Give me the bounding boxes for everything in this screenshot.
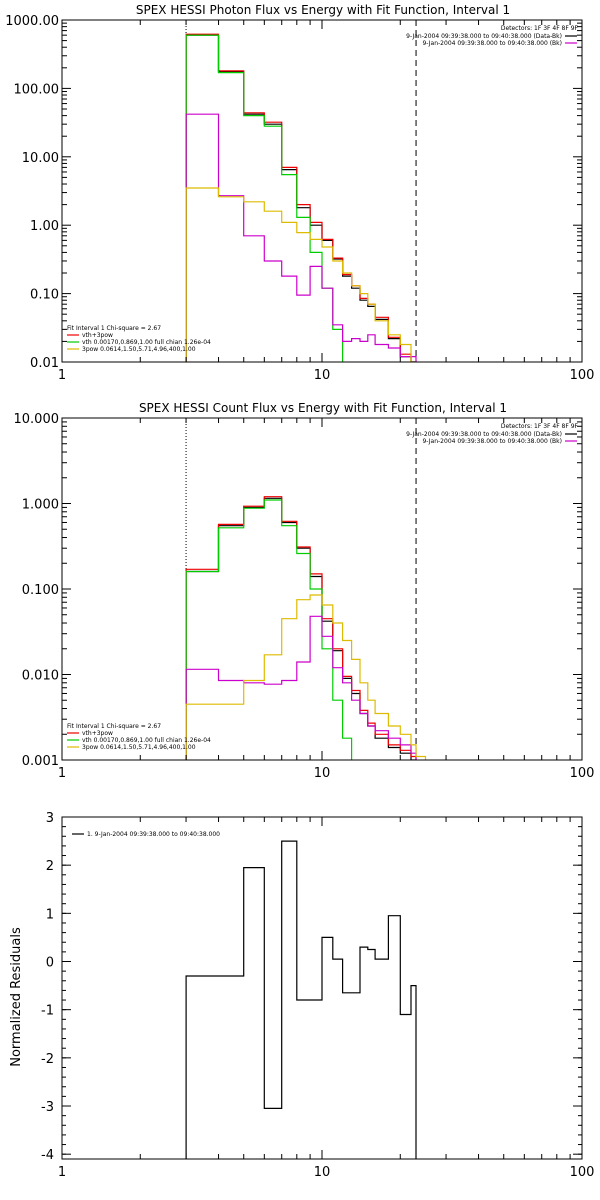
panel-title: SPEX HESSI Count Flux vs Energy with Fit… <box>139 401 507 415</box>
y-tick-label: 0 <box>46 956 54 971</box>
y-tick-label: 1000.00 <box>5 14 59 29</box>
plot-frame <box>61 19 583 363</box>
y-tick-label: 0.010 <box>22 669 59 684</box>
legend-entry-label: 9-Jan-2004 09:39:38.000 to 09:40:38.000 … <box>406 431 562 438</box>
series-line-vth-3pow <box>185 33 416 362</box>
fit-legend-header: Fit Interval 1 Chi-square = 2.67 <box>67 723 161 730</box>
y-axis-label: Normalized Residuals <box>9 927 24 1067</box>
y-tick-label: 2 <box>46 859 54 874</box>
series-line-3pow <box>185 187 416 362</box>
fit-legend-label: 3pow 0.0614,1.50,5.71,4.96,400,1.00 <box>82 346 196 353</box>
legend-entry-label: 9-Jan-2004 09:39:38.000 to 09:40:38.000 … <box>406 33 562 40</box>
y-tick-label: -4 <box>41 1148 54 1163</box>
photon-flux-panel: SPEX HESSI Photon Flux vs Energy with Fi… <box>5 3 594 383</box>
x-tick-label: 100 <box>570 368 595 383</box>
y-tick-label: 0.001 <box>22 754 59 769</box>
series-line-vth <box>185 34 344 362</box>
fit-legend-label: vth+3pow <box>82 730 113 737</box>
fit-legend-label: vth 0.00170,0.869,1.00 full chian 1.26e-… <box>82 737 211 744</box>
photon-flux-plot: 1 10 100 1000.00 100.00 10.00 1.00 0.10 0.01 Dete… <box>5 14 594 383</box>
x-tick-label: 1 <box>58 766 66 781</box>
series-line-vth <box>185 499 353 760</box>
x-tick-label: 10 <box>314 1165 331 1180</box>
y-tick-label: 0.10 <box>30 288 59 303</box>
fit-legend-label: vth+3pow <box>82 332 113 339</box>
count-flux-plot: 1 10 100 10.000 1.000 0.100 0.010 0.001 Detector… <box>14 412 595 781</box>
legend-entry-label: 9-Jan-2004 09:39:38.000 to 09:40:38.000 … <box>422 438 562 445</box>
series-line-bk <box>185 113 417 362</box>
series-line-bk <box>185 615 417 760</box>
fit-legend-label: vth 0.00170,0.869,1.00 full chian 1.26e-… <box>82 339 211 346</box>
y-tick-label: -1 <box>41 1004 54 1019</box>
series-line-vth-3pow <box>185 496 417 760</box>
y-tick-label: 0.01 <box>30 356 59 371</box>
y-tick-label: 10.00 <box>22 151 59 166</box>
x-tick-label: 100 <box>570 766 595 781</box>
y-tick-label: 100.00 <box>14 82 60 97</box>
legend-detectors: Detectors: 1F 3F 4F 8F 9F <box>501 25 579 32</box>
legend-entry-label: 9-Jan-2004 09:39:38.000 to 09:40:38.000 … <box>422 40 562 47</box>
y-tick-label: -2 <box>41 1052 54 1067</box>
x-tick-label: 100 <box>570 1165 595 1180</box>
y-tick-label: 1.000 <box>22 498 59 513</box>
y-tick-label: 0.100 <box>22 583 59 598</box>
y-tick-label: 1 <box>46 907 54 922</box>
count-flux-panel: SPEX HESSI Count Flux vs Energy with Fit… <box>14 401 595 781</box>
x-tick-label: 1 <box>58 368 66 383</box>
legend-entry-label: 1. 9-Jan-2004 09:39:38.000 to 09:40:38.0… <box>87 831 220 838</box>
y-tick-label: 1.00 <box>30 219 59 234</box>
fit-legend-label: 3pow 0.0614,1.50,5.71,4.96,400,1.00 <box>82 744 196 751</box>
series-line-3pow <box>185 594 427 760</box>
x-tick-label: 1 <box>58 1165 66 1180</box>
series-line-data-bk <box>185 497 416 760</box>
x-tick-label: 10 <box>314 766 331 781</box>
series-line-1-9-jan-2004-09-39-38-000-to-09-40-38-000 <box>185 840 417 1159</box>
x-tick-label: 10 <box>314 368 331 383</box>
panel-title: SPEX HESSI Photon Flux vs Energy with Fi… <box>136 3 510 17</box>
y-tick-label: 3 <box>46 811 54 826</box>
y-tick-label: -3 <box>41 1100 54 1115</box>
series-line-data-bk <box>185 34 416 362</box>
y-tick-label: 10.000 <box>14 412 60 427</box>
residuals-panel: Normalized Residuals 1 10 1003210-1-2-3-41… <box>9 811 594 1180</box>
fit-legend-header: Fit Interval 1 Chi-square = 2.67 <box>67 325 161 332</box>
legend-detectors: Detectors: 1F 3F 4F 8F 9F <box>501 423 579 430</box>
